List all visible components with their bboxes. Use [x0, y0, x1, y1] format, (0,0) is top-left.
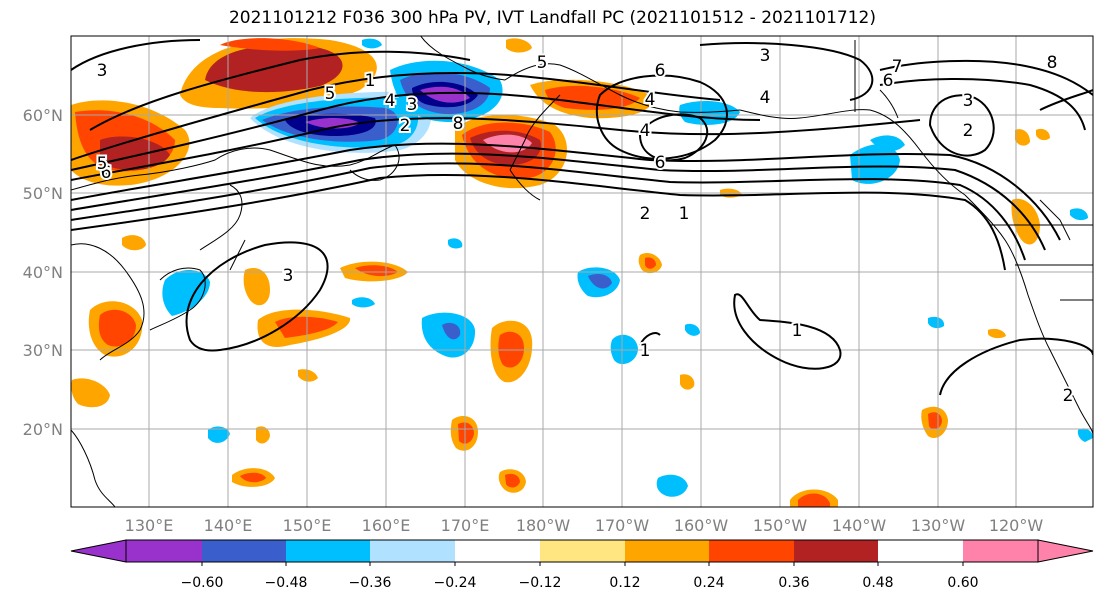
map-frame [70, 35, 1094, 508]
contour-label: 1 [640, 341, 651, 361]
contour-label: 3 [760, 46, 771, 66]
contour-label: 2 [640, 204, 651, 224]
lon-label: 130°E [125, 516, 174, 535]
colorbar-tick-label: 0.24 [693, 575, 724, 591]
lat-label: 50°N [23, 184, 63, 203]
colorbar-segment [794, 540, 878, 562]
contour-lines [71, 39, 1093, 396]
colorbar-segment [540, 540, 625, 562]
graticule [71, 36, 1093, 507]
lon-label: 160°W [674, 516, 729, 535]
colorbar-tick-label: 0.60 [947, 575, 978, 591]
lat-label: 20°N [23, 420, 63, 439]
colorbar-tick-label: 0.36 [778, 575, 809, 591]
contour-label: 6 [101, 163, 112, 183]
colorbar-segment [455, 540, 540, 562]
contour-label: 3 [97, 61, 108, 81]
colorbar-segment [126, 540, 202, 562]
colorbar-tick-label: −0.48 [265, 575, 308, 591]
contour-label: 4 [645, 90, 656, 110]
colorbar-extend-max [1037, 539, 1094, 563]
colorbar-tick-label: −0.60 [181, 575, 224, 591]
colorbar-segment [709, 540, 794, 562]
contour-label: 8 [453, 114, 464, 134]
colorbar-outline [125, 539, 1039, 563]
contour-label: 2 [963, 121, 974, 141]
lon-label: 120°W [989, 516, 1044, 535]
lat-label: 30°N [23, 341, 63, 360]
contour-label: 6 [655, 153, 666, 173]
contour-label: 4 [385, 91, 396, 111]
contour-label: 3 [407, 95, 418, 115]
contour-label: 3 [283, 266, 294, 286]
contour-label: 5 [97, 154, 108, 174]
colorbar-tick-label: 0.48 [862, 575, 893, 591]
colorbar-tick-label: −0.36 [349, 575, 392, 591]
lon-label: 180°W [516, 516, 571, 535]
contour-label: 1 [365, 71, 376, 91]
lon-label: 150°E [283, 516, 332, 535]
contour-label: 4 [760, 88, 771, 108]
contour-label: 7 [892, 57, 903, 77]
contour-label: 2 [400, 116, 411, 136]
colorbar-extend-min [70, 539, 127, 563]
pv-shading [71, 38, 1093, 507]
lat-label: 40°N [23, 263, 63, 282]
colorbar-segment [625, 540, 709, 562]
contour-label: 1 [679, 204, 690, 224]
lon-label: 170°W [595, 516, 650, 535]
contour-label: 6 [655, 61, 666, 81]
latitude-labels: 20°N 30°N 40°N 50°N 60°N [23, 106, 63, 439]
contour-label: 6 [883, 71, 894, 91]
contour-label: 5 [537, 53, 548, 73]
lat-label: 60°N [23, 106, 63, 125]
colorbar-segment [286, 540, 370, 562]
colorbar-tick-label: 0.12 [609, 575, 640, 591]
contour-label: 5 [325, 84, 336, 104]
colorbar-segment [963, 540, 1038, 562]
lon-label: 170°E [441, 516, 490, 535]
map-title: 2021101212 F036 300 hPa PV, IVT Landfall… [228, 8, 876, 28]
lon-label: 130°W [911, 516, 966, 535]
lon-label: 140°W [832, 516, 887, 535]
contour-label: 2 [1063, 386, 1074, 406]
longitude-labels: 130°E 140°E 150°E 160°E 170°E 180°W 170°W 160°W… [125, 516, 1044, 535]
colorbar-tick-label: −0.24 [434, 575, 477, 591]
colorbar-tick-label: −0.12 [519, 575, 562, 591]
contour-label: 3 [963, 91, 974, 111]
colorbar-segment [202, 540, 286, 562]
lon-label: 140°E [204, 516, 253, 535]
colorbar: −0.60 −0.48 −0.36 −0.24 −0.12 0.12 0.24 0.36 0.4… [70, 539, 1094, 591]
contour-label: 8 [1047, 53, 1058, 73]
lon-label: 150°W [753, 516, 808, 535]
contour-label: 4 [640, 121, 651, 141]
lon-label: 160°E [362, 516, 411, 535]
contour-label: 1 [792, 321, 803, 341]
colorbar-segment [370, 540, 455, 562]
